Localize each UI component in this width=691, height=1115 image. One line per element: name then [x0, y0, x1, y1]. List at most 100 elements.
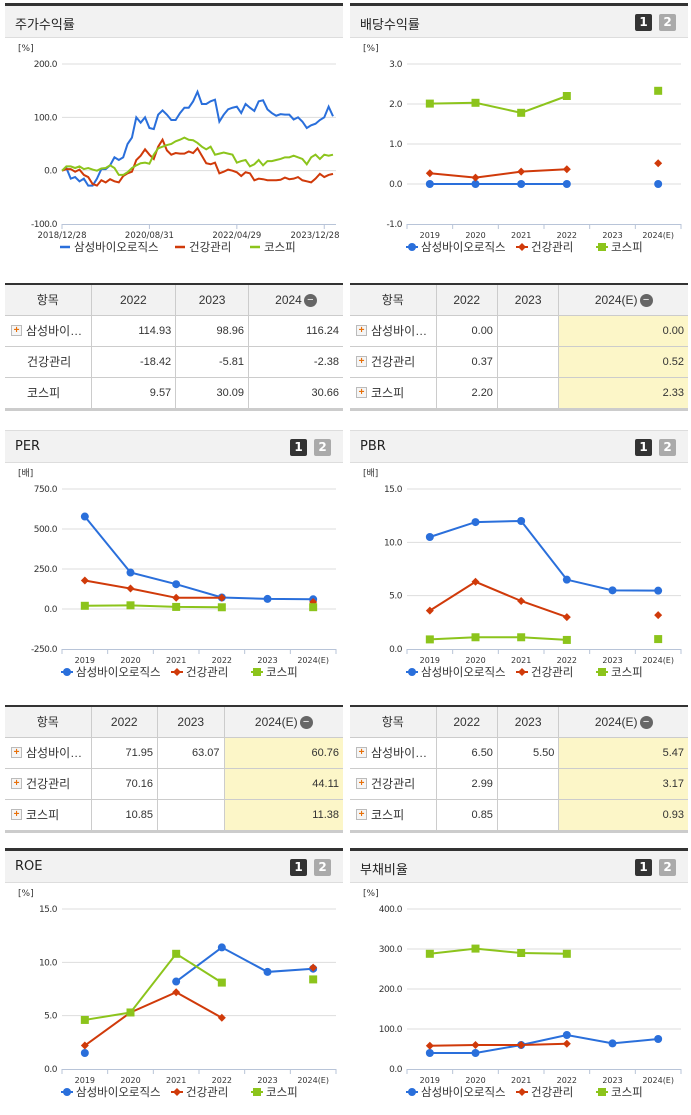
data-point-health[interactable] — [217, 593, 226, 602]
data-point-samsung[interactable] — [562, 180, 571, 188]
data-point-samsung[interactable] — [562, 1031, 571, 1039]
data-point-samsung[interactable] — [471, 1049, 480, 1057]
page-1-button[interactable]: 1 — [635, 859, 652, 876]
data-point-kospi[interactable] — [517, 108, 526, 117]
data-point-kospi[interactable] — [517, 949, 526, 957]
legend-item-kospi[interactable]: 코스피 — [251, 1085, 298, 1099]
data-point-kospi[interactable] — [517, 633, 526, 642]
data-point-samsung[interactable] — [425, 533, 434, 541]
data-point-health[interactable] — [172, 593, 181, 602]
data-point-kospi[interactable] — [425, 635, 434, 644]
legend-item-health[interactable]: 건강관리 — [516, 1085, 573, 1099]
data-point-samsung[interactable] — [654, 180, 663, 188]
collapse-minus-icon[interactable]: − — [639, 715, 653, 729]
expand-plus-icon[interactable]: + — [356, 387, 367, 398]
page-2-button[interactable]: 2 — [659, 439, 676, 456]
legend-item-kospi[interactable]: 코스피 — [250, 240, 296, 254]
data-point-kospi[interactable] — [80, 1015, 89, 1024]
data-point-health[interactable] — [309, 963, 318, 972]
legend-item-health[interactable]: 건강관리 — [516, 240, 573, 254]
legend-item-samsung[interactable]: 삼성바이오로직스 — [60, 240, 159, 254]
data-point-kospi[interactable] — [126, 1008, 135, 1017]
data-point-kospi[interactable] — [126, 601, 135, 610]
legend-item-samsung[interactable]: 삼성바이오로직스 — [406, 240, 506, 254]
data-point-health[interactable] — [80, 576, 89, 585]
data-point-health[interactable] — [517, 597, 526, 605]
page-1-button[interactable]: 1 — [635, 14, 652, 31]
collapse-minus-icon[interactable]: − — [303, 293, 317, 307]
data-point-health[interactable] — [562, 165, 571, 174]
expand-plus-icon[interactable]: + — [11, 809, 22, 820]
data-point-samsung[interactable] — [80, 512, 89, 521]
page-2-button[interactable]: 2 — [314, 859, 331, 876]
data-point-kospi[interactable] — [471, 944, 480, 953]
data-point-samsung[interactable] — [471, 180, 480, 188]
data-point-health[interactable] — [471, 173, 480, 182]
legend-item-samsung[interactable]: 삼성바이오로직스 — [61, 665, 161, 679]
data-point-kospi[interactable] — [172, 602, 181, 611]
legend-item-samsung[interactable]: 삼성바이오로직스 — [61, 1085, 161, 1099]
expand-plus-icon[interactable]: + — [11, 778, 22, 789]
page-1-button[interactable]: 1 — [635, 439, 652, 456]
data-point-health[interactable] — [126, 584, 135, 593]
legend-item-kospi[interactable]: 코스피 — [596, 240, 643, 254]
data-point-health[interactable] — [562, 1039, 571, 1048]
data-point-kospi[interactable] — [309, 603, 318, 612]
data-point-health[interactable] — [471, 577, 480, 586]
data-point-samsung[interactable] — [517, 517, 526, 525]
page-2-button[interactable]: 2 — [314, 439, 331, 456]
data-point-kospi[interactable] — [80, 601, 89, 610]
data-point-health[interactable] — [654, 611, 663, 620]
data-point-samsung[interactable] — [562, 575, 571, 584]
data-point-samsung[interactable] — [263, 967, 272, 976]
data-point-health[interactable] — [425, 1041, 434, 1050]
data-point-kospi[interactable] — [562, 635, 571, 644]
data-point-kospi[interactable] — [562, 949, 571, 958]
expand-plus-icon[interactable]: + — [356, 778, 367, 789]
data-point-health[interactable] — [425, 169, 434, 178]
legend-item-health[interactable]: 건강관리 — [171, 1085, 228, 1099]
collapse-minus-icon[interactable]: − — [639, 293, 653, 307]
data-point-samsung[interactable] — [217, 943, 226, 952]
data-point-samsung[interactable] — [471, 518, 480, 527]
data-point-health[interactable] — [517, 167, 526, 176]
legend-item-kospi[interactable]: 코스피 — [596, 1085, 643, 1099]
data-point-samsung[interactable] — [172, 580, 181, 589]
expand-plus-icon[interactable]: + — [356, 325, 367, 336]
legend-item-kospi[interactable]: 코스피 — [596, 665, 643, 679]
data-point-samsung[interactable] — [172, 977, 181, 986]
data-point-health[interactable] — [562, 613, 571, 622]
data-point-kospi[interactable] — [654, 86, 663, 95]
data-point-kospi[interactable] — [425, 99, 434, 108]
data-point-kospi[interactable] — [309, 975, 318, 984]
expand-plus-icon[interactable]: + — [356, 747, 367, 758]
data-point-health[interactable] — [471, 1041, 480, 1049]
data-point-samsung[interactable] — [425, 180, 434, 188]
expand-plus-icon[interactable]: + — [356, 809, 367, 820]
page-2-button[interactable]: 2 — [659, 859, 676, 876]
expand-plus-icon[interactable]: + — [356, 356, 367, 367]
legend-item-health[interactable]: 건강관리 — [175, 240, 231, 254]
data-point-samsung[interactable] — [654, 586, 663, 595]
legend-item-health[interactable]: 건강관리 — [171, 665, 228, 679]
data-point-samsung[interactable] — [654, 1035, 663, 1043]
data-point-health[interactable] — [172, 988, 181, 997]
data-point-samsung[interactable] — [425, 1049, 434, 1057]
data-point-health[interactable] — [425, 606, 434, 615]
data-point-kospi[interactable] — [654, 635, 663, 644]
expand-plus-icon[interactable]: + — [11, 325, 22, 336]
legend-item-health[interactable]: 건강관리 — [516, 665, 573, 679]
data-point-kospi[interactable] — [172, 949, 181, 958]
legend-item-samsung[interactable]: 삼성바이오로직스 — [406, 665, 506, 679]
data-point-samsung[interactable] — [608, 1039, 617, 1048]
collapse-minus-icon[interactable]: − — [299, 715, 313, 729]
data-point-health[interactable] — [517, 1041, 526, 1049]
legend-item-kospi[interactable]: 코스피 — [251, 665, 298, 679]
page-1-button[interactable]: 1 — [290, 859, 307, 876]
page-2-button[interactable]: 2 — [659, 14, 676, 31]
data-point-kospi[interactable] — [425, 949, 434, 958]
data-point-kospi[interactable] — [217, 978, 226, 987]
data-point-samsung[interactable] — [608, 586, 617, 595]
data-point-kospi[interactable] — [217, 603, 226, 612]
data-point-kospi[interactable] — [471, 633, 480, 642]
